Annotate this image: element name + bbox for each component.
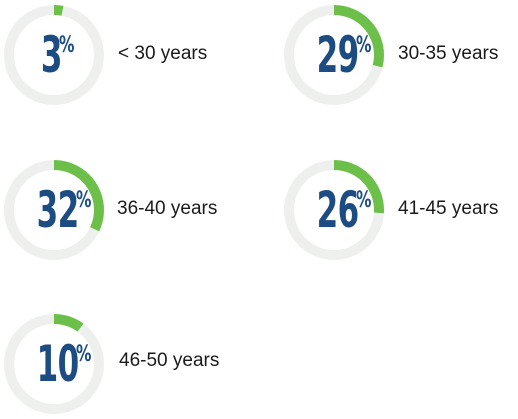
- donut-chart-46-50: 10%: [4, 314, 104, 414]
- category-label: 41-45 years: [398, 198, 499, 219]
- category-label: 46-50 years: [119, 350, 220, 371]
- percentage-label: 32%: [4, 160, 104, 260]
- donut-chart-under-30: 3%: [4, 5, 104, 105]
- donut-ring-svg: [4, 5, 104, 105]
- category-label: 30-35 years: [398, 43, 499, 64]
- percentage-value: 32: [36, 181, 79, 239]
- donut-arc: [4, 314, 104, 414]
- donut-arc: [4, 160, 104, 260]
- percentage-value: 10: [36, 335, 79, 393]
- percentage-label: 29%: [284, 5, 384, 105]
- percent-sign: %: [356, 188, 371, 213]
- donut-ring-svg: [284, 160, 384, 260]
- donut-arc: [4, 5, 104, 105]
- percentage-value: 3: [40, 26, 62, 84]
- donut-chart-36-40: 32%: [4, 160, 104, 260]
- donut-ring-svg: [4, 314, 104, 414]
- percent-sign: %: [59, 33, 75, 58]
- percentage-label: 26%: [284, 160, 384, 260]
- category-label: < 30 years: [118, 43, 208, 64]
- donut-chart-30-35: 29%: [284, 5, 384, 105]
- percentage-value: 29: [316, 26, 359, 84]
- donut-arc: [284, 160, 384, 260]
- percentage-label: 3%: [4, 5, 104, 105]
- percent-sign: %: [76, 188, 91, 213]
- percentage-label: 10%: [4, 314, 104, 414]
- donut-arc: [284, 5, 384, 105]
- donut-ring-svg: [284, 5, 384, 105]
- percentage-value: 26: [316, 181, 359, 239]
- percent-sign: %: [76, 342, 91, 367]
- donut-chart-41-45: 26%: [284, 160, 384, 260]
- category-label: 36-40 years: [117, 198, 218, 219]
- percent-sign: %: [356, 33, 371, 58]
- donut-ring-svg: [4, 160, 104, 260]
